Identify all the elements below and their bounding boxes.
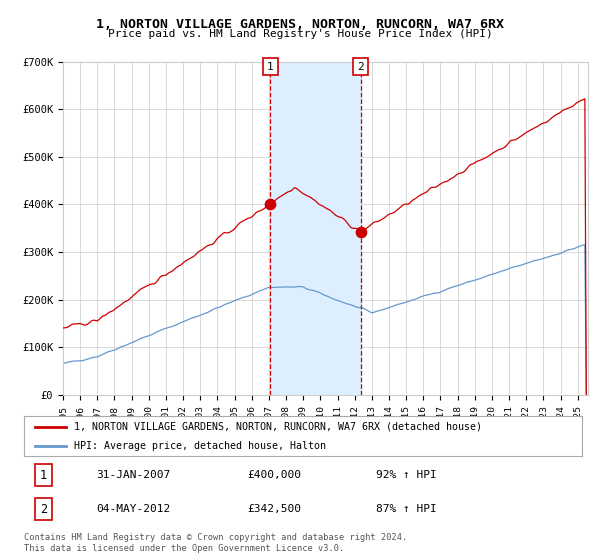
Text: 87% ↑ HPI: 87% ↑ HPI [376, 504, 436, 514]
Text: 92% ↑ HPI: 92% ↑ HPI [376, 470, 436, 480]
Text: 31-JAN-2007: 31-JAN-2007 [97, 470, 171, 480]
Text: Price paid vs. HM Land Registry's House Price Index (HPI): Price paid vs. HM Land Registry's House … [107, 29, 493, 39]
Text: 1: 1 [40, 469, 47, 482]
Text: 1, NORTON VILLAGE GARDENS, NORTON, RUNCORN, WA7 6RX (detached house): 1, NORTON VILLAGE GARDENS, NORTON, RUNCO… [74, 422, 482, 432]
Text: 2: 2 [40, 502, 47, 516]
Text: £342,500: £342,500 [247, 504, 301, 514]
Text: 1: 1 [267, 62, 274, 72]
Text: 04-MAY-2012: 04-MAY-2012 [97, 504, 171, 514]
Text: 1, NORTON VILLAGE GARDENS, NORTON, RUNCORN, WA7 6RX: 1, NORTON VILLAGE GARDENS, NORTON, RUNCO… [96, 18, 504, 31]
Bar [270, 62, 361, 395]
Text: HPI: Average price, detached house, Halton: HPI: Average price, detached house, Halt… [74, 441, 326, 451]
Text: Contains HM Land Registry data © Crown copyright and database right 2024.
This d: Contains HM Land Registry data © Crown c… [24, 533, 407, 553]
Text: 2: 2 [357, 62, 364, 72]
Point [356, 227, 365, 236]
Point [265, 200, 275, 209]
Text: £400,000: £400,000 [247, 470, 301, 480]
